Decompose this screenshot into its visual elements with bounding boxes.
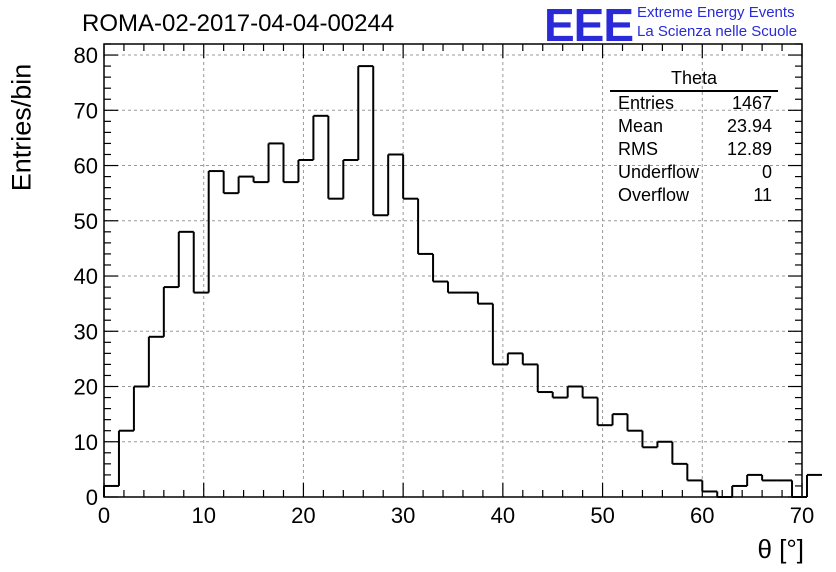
x-axis-label: θ [°] (757, 534, 804, 564)
stats-row-overflow: Overflow 11 (610, 184, 778, 207)
stats-label: Entries (618, 93, 675, 113)
stats-value: 0 (761, 162, 772, 182)
stats-label: RMS (618, 139, 658, 159)
stats-box: Theta Entries 1467 Mean 23.94 RMS 12.89 … (610, 68, 778, 207)
chart-title: ROMA-02-2017-04-04-00244 (82, 10, 395, 37)
y-tick-label: 0 (86, 485, 98, 510)
y-tick-label: 30 (74, 319, 98, 344)
logo-subtitle: Extreme Energy Events La Scienza nelle S… (637, 3, 797, 41)
x-tick-label: 60 (690, 503, 714, 528)
y-tick-label: 50 (74, 209, 98, 234)
x-tick-label: 10 (191, 503, 215, 528)
stats-label: Underflow (618, 162, 700, 182)
y-tick-label: 80 (74, 43, 98, 68)
logo-line-2: La Scienza nelle Scuole (637, 23, 798, 40)
stats-label: Overflow (618, 185, 690, 205)
stats-value: 11 (753, 185, 772, 205)
x-tick-label: 70 (790, 503, 814, 528)
stats-row-mean: Mean 23.94 (610, 115, 778, 138)
stats-row-entries: Entries 1467 (610, 92, 778, 115)
stats-label: Mean (618, 116, 664, 136)
x-tick-label: 50 (590, 503, 614, 528)
y-tick-label: 20 (74, 375, 98, 400)
x-tick-label: 0 (98, 503, 110, 528)
eee-logo: EEE (544, 0, 634, 51)
stats-value: 23.94 (726, 116, 772, 136)
stats-value: 1467 (731, 93, 772, 113)
y-tick-label: 40 (74, 264, 98, 289)
stats-row-underflow: Underflow 0 (610, 161, 778, 184)
y-tick-label: 60 (74, 154, 98, 179)
stats-row-rms: RMS 12.89 (610, 138, 778, 161)
stats-title: Theta (610, 68, 778, 92)
x-tick-label: 30 (391, 503, 415, 528)
plot-frame (103, 43, 803, 498)
y-tick-label: 70 (74, 98, 98, 123)
x-tick-label: 20 (291, 503, 315, 528)
y-tick-label: 10 (74, 430, 98, 455)
y-axis-label: Entries/bin (6, 63, 37, 192)
stats-value: 12.89 (726, 139, 772, 159)
logo-line-1: Extreme Energy Events (637, 4, 795, 21)
x-tick-label: 40 (491, 503, 515, 528)
